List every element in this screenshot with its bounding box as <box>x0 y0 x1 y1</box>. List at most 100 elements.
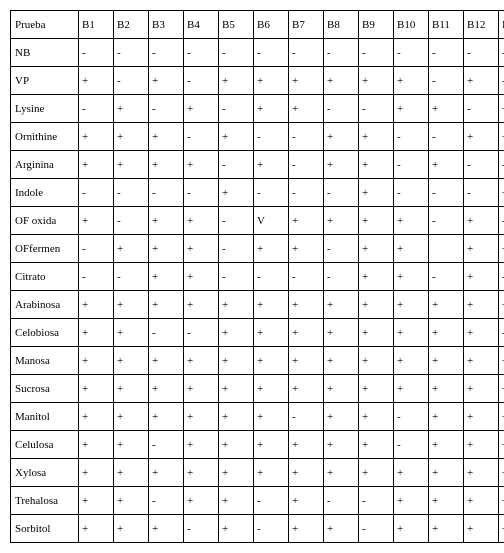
cell-value: + <box>254 347 289 375</box>
cell-value: - <box>289 151 324 179</box>
cell-value: + <box>464 375 499 403</box>
table-row: OFfermen-+++-++-++++- <box>11 235 504 263</box>
col-header-b2: B2 <box>114 11 149 39</box>
cell-value: - <box>149 179 184 207</box>
cell-value: - <box>499 151 504 179</box>
row-label: Manosa <box>11 347 79 375</box>
cell-value: + <box>219 403 254 431</box>
cell-value: - <box>464 95 499 123</box>
cell-value: + <box>394 347 429 375</box>
cell-value: + <box>499 375 504 403</box>
cell-value: - <box>359 95 394 123</box>
col-header-b9: B9 <box>359 11 394 39</box>
cell-value: + <box>149 67 184 95</box>
cell-value: + <box>359 151 394 179</box>
cell-value: - <box>114 67 149 95</box>
cell-value: + <box>184 291 219 319</box>
cell-value: - <box>254 515 289 543</box>
cell-value: - <box>394 403 429 431</box>
cell-value: + <box>324 459 359 487</box>
cell-value: + <box>324 207 359 235</box>
cell-value: - <box>429 207 464 235</box>
row-label: OFfermen <box>11 235 79 263</box>
cell-value: + <box>254 375 289 403</box>
cell-value: + <box>184 487 219 515</box>
row-label: Arginina <box>11 151 79 179</box>
cell-value: + <box>394 319 429 347</box>
cell-value: + <box>429 291 464 319</box>
cell-value: + <box>464 235 499 263</box>
cell-value: - <box>289 263 324 291</box>
cell-value: + <box>324 291 359 319</box>
cell-value: + <box>499 235 504 263</box>
cell-value: + <box>219 179 254 207</box>
table-row: Manitol++++++-++-++++ <box>11 403 504 431</box>
cell-value: + <box>254 95 289 123</box>
cell-value: - <box>324 95 359 123</box>
cell-value: + <box>149 375 184 403</box>
cell-value: + <box>324 347 359 375</box>
cell-value: - <box>114 207 149 235</box>
cell-value: + <box>289 487 324 515</box>
cell-value: + <box>254 235 289 263</box>
cell-value: - <box>79 235 114 263</box>
cell-value: + <box>394 459 429 487</box>
cell-value: - <box>79 95 114 123</box>
col-header-b4: B4 <box>184 11 219 39</box>
row-label: Lysine <box>11 95 79 123</box>
cell-value: + <box>184 403 219 431</box>
header-row: PruebaB1B2B3B4B5B6B7B8B9B10B11B12B13B14 <box>11 11 504 39</box>
cell-value: - <box>184 319 219 347</box>
cell-value: + <box>254 431 289 459</box>
cell-value: V <box>254 207 289 235</box>
cell-value: - <box>149 319 184 347</box>
cell-value: + <box>464 67 499 95</box>
cell-value: + <box>219 375 254 403</box>
cell-value: - <box>429 39 464 67</box>
row-label: Arabinosa <box>11 291 79 319</box>
table-row: Lysine-+-+-++--++-+- <box>11 95 504 123</box>
cell-value: - <box>149 95 184 123</box>
cell-value: - <box>79 263 114 291</box>
cell-value: + <box>359 291 394 319</box>
cell-value: + <box>184 375 219 403</box>
table-row: Celobiosa++--++++++++-- <box>11 319 504 347</box>
row-label: Sucrosa <box>11 375 79 403</box>
table-row: Celulosa++-++++++-++++ <box>11 431 504 459</box>
cell-value: + <box>499 95 504 123</box>
cell-value: + <box>499 431 504 459</box>
cell-value: + <box>464 403 499 431</box>
cell-value: + <box>184 207 219 235</box>
cell-value: + <box>324 431 359 459</box>
cell-value: - <box>219 39 254 67</box>
cell-value: + <box>149 515 184 543</box>
cell-value: + <box>289 431 324 459</box>
row-label: Indole <box>11 179 79 207</box>
cell-value: + <box>114 291 149 319</box>
cell-value: + <box>79 375 114 403</box>
cell-value: + <box>254 151 289 179</box>
cell-value: + <box>114 95 149 123</box>
cell-value: - <box>359 39 394 67</box>
cell-value: + <box>359 431 394 459</box>
cell-value: + <box>499 459 504 487</box>
cell-value: - <box>359 515 394 543</box>
cell-value: + <box>184 347 219 375</box>
cell-value: + <box>219 431 254 459</box>
cell-value: - <box>114 263 149 291</box>
cell-value: + <box>114 431 149 459</box>
cell-value: - <box>289 39 324 67</box>
cell-value: + <box>359 403 394 431</box>
cell-value: - <box>499 207 504 235</box>
row-label: NB <box>11 39 79 67</box>
cell-value: + <box>429 151 464 179</box>
cell-value: + <box>359 319 394 347</box>
cell-value: - <box>219 95 254 123</box>
biochemical-tests-table: PruebaB1B2B3B4B5B6B7B8B9B10B11B12B13B14 … <box>10 10 504 543</box>
cell-value: - <box>324 179 359 207</box>
cell-value: - <box>149 431 184 459</box>
cell-value: + <box>289 459 324 487</box>
cell-value: - <box>464 39 499 67</box>
cell-value: - <box>254 487 289 515</box>
cell-value: + <box>184 459 219 487</box>
